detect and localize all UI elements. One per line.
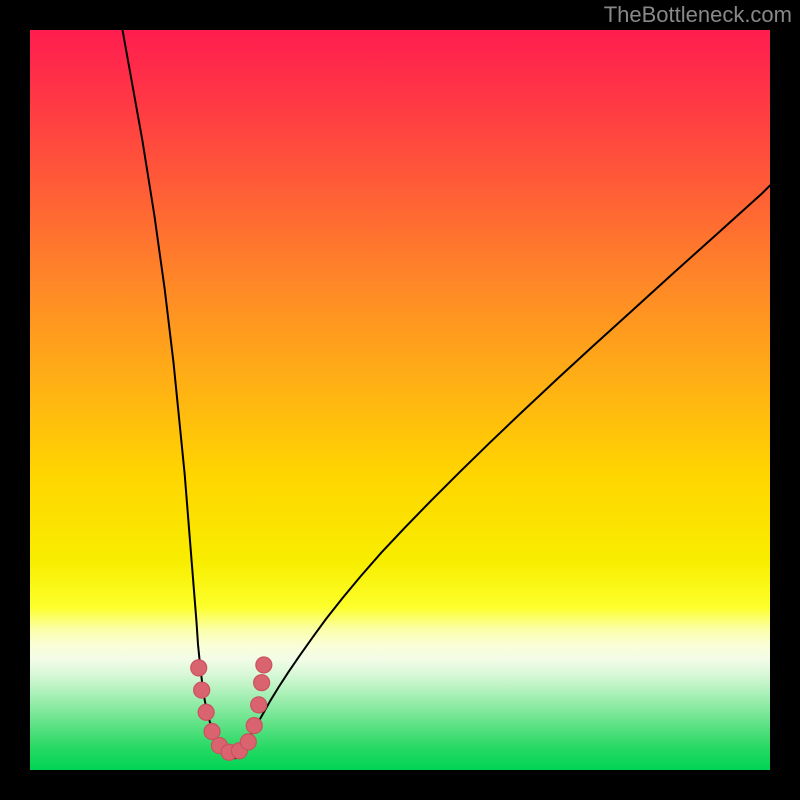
marker-dot bbox=[246, 718, 262, 734]
marker-dot bbox=[204, 724, 220, 740]
chart-background bbox=[30, 30, 770, 770]
marker-dot bbox=[240, 734, 256, 750]
marker-dot bbox=[251, 697, 267, 713]
marker-dot bbox=[198, 704, 214, 720]
figure-container: TheBottleneck.com bbox=[0, 0, 800, 800]
marker-dot bbox=[254, 675, 270, 691]
marker-dot bbox=[191, 660, 207, 676]
watermark-text: TheBottleneck.com bbox=[604, 2, 792, 28]
bottleneck-chart bbox=[30, 30, 770, 770]
marker-dot bbox=[194, 682, 210, 698]
marker-dot bbox=[256, 657, 272, 673]
